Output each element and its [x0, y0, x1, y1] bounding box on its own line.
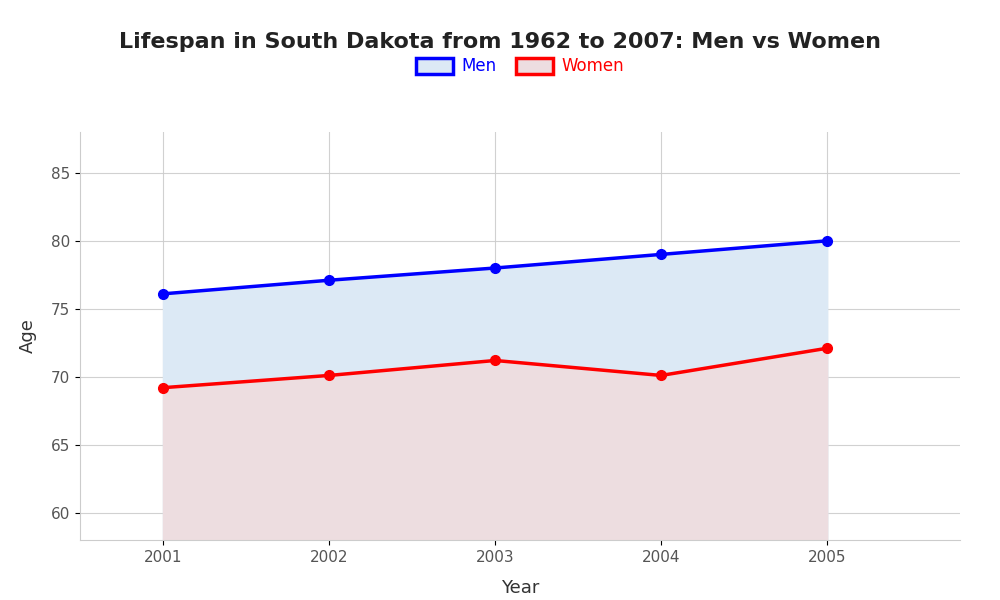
X-axis label: Year: Year — [501, 578, 539, 596]
Y-axis label: Age: Age — [19, 319, 37, 353]
Legend: Men, Women: Men, Women — [409, 50, 631, 82]
Text: Lifespan in South Dakota from 1962 to 2007: Men vs Women: Lifespan in South Dakota from 1962 to 20… — [119, 32, 881, 52]
